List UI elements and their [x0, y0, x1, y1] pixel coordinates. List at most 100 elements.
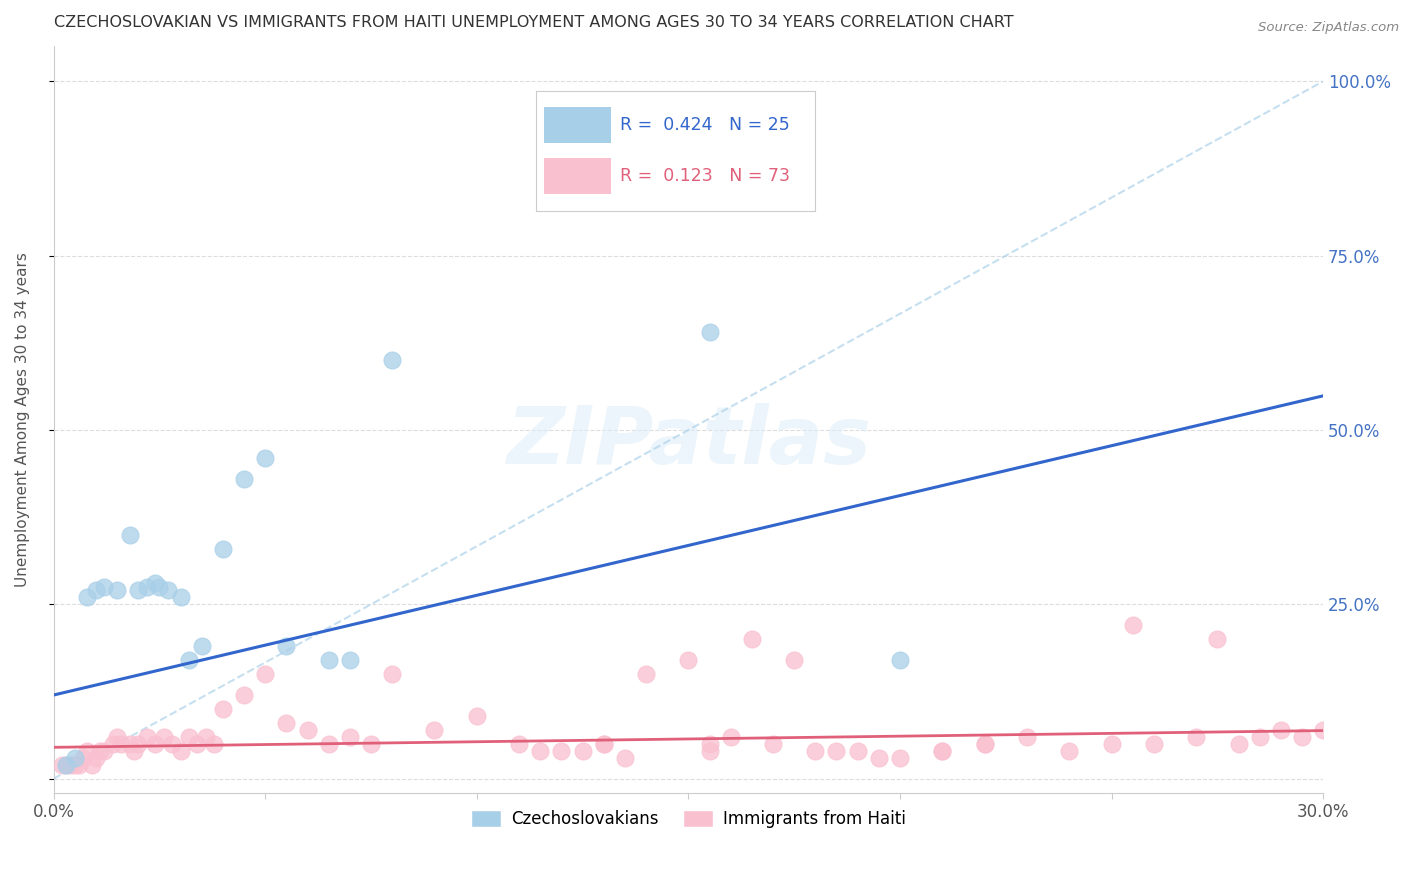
- Point: [148, 580, 170, 594]
- Point: [127, 583, 149, 598]
- Point: [318, 653, 340, 667]
- Point: [254, 667, 277, 681]
- Point: [254, 450, 277, 465]
- Point: [741, 632, 763, 647]
- Point: [592, 737, 614, 751]
- Point: [105, 583, 128, 598]
- Point: [122, 744, 145, 758]
- Point: [169, 591, 191, 605]
- Point: [592, 123, 614, 137]
- Point: [571, 744, 593, 758]
- Point: [1291, 730, 1313, 744]
- Point: [143, 576, 166, 591]
- Point: [51, 757, 73, 772]
- Point: [84, 751, 107, 765]
- Point: [1122, 618, 1144, 632]
- Point: [720, 730, 742, 744]
- Point: [276, 639, 298, 653]
- Point: [89, 744, 111, 758]
- Point: [1270, 723, 1292, 737]
- Point: [1057, 744, 1080, 758]
- Point: [360, 737, 382, 751]
- Point: [381, 353, 404, 368]
- Point: [156, 583, 179, 598]
- Point: [105, 730, 128, 744]
- Point: [1101, 737, 1123, 751]
- Point: [678, 653, 700, 667]
- Point: [1227, 737, 1250, 751]
- Point: [339, 653, 361, 667]
- Point: [135, 730, 157, 744]
- Point: [59, 757, 82, 772]
- Point: [67, 757, 90, 772]
- Point: [127, 737, 149, 751]
- Point: [339, 730, 361, 744]
- Point: [101, 737, 124, 751]
- Point: [868, 751, 890, 765]
- Point: [276, 715, 298, 730]
- Point: [592, 737, 614, 751]
- Point: [931, 744, 953, 758]
- Point: [613, 751, 636, 765]
- Point: [118, 527, 141, 541]
- Point: [63, 757, 86, 772]
- Point: [152, 730, 174, 744]
- Point: [55, 757, 77, 772]
- Point: [63, 751, 86, 765]
- Point: [973, 737, 995, 751]
- Point: [76, 591, 98, 605]
- Point: [169, 744, 191, 758]
- Point: [80, 757, 103, 772]
- Point: [204, 737, 226, 751]
- Point: [381, 667, 404, 681]
- Point: [190, 639, 212, 653]
- Point: [1185, 730, 1208, 744]
- Point: [233, 688, 256, 702]
- Point: [889, 653, 911, 667]
- Point: [177, 730, 200, 744]
- Point: [931, 744, 953, 758]
- Point: [84, 583, 107, 598]
- Point: [973, 737, 995, 751]
- Text: Source: ZipAtlas.com: Source: ZipAtlas.com: [1258, 21, 1399, 34]
- Point: [72, 751, 94, 765]
- Point: [1249, 730, 1271, 744]
- Point: [135, 580, 157, 594]
- Point: [1015, 730, 1038, 744]
- Point: [1206, 632, 1229, 647]
- Text: CZECHOSLOVAKIAN VS IMMIGRANTS FROM HAITI UNEMPLOYMENT AMONG AGES 30 TO 34 YEARS : CZECHOSLOVAKIAN VS IMMIGRANTS FROM HAITI…: [53, 15, 1014, 30]
- Point: [143, 737, 166, 751]
- Point: [846, 744, 869, 758]
- Point: [76, 744, 98, 758]
- Y-axis label: Unemployment Among Ages 30 to 34 years: Unemployment Among Ages 30 to 34 years: [15, 252, 30, 587]
- Point: [889, 751, 911, 765]
- Point: [550, 744, 572, 758]
- Point: [783, 653, 806, 667]
- Point: [318, 737, 340, 751]
- Point: [93, 744, 115, 758]
- Point: [212, 702, 235, 716]
- Point: [699, 326, 721, 340]
- Point: [110, 737, 132, 751]
- Point: [212, 541, 235, 556]
- Text: ZIPatlas: ZIPatlas: [506, 403, 870, 481]
- Point: [194, 730, 217, 744]
- Point: [118, 737, 141, 751]
- Point: [1143, 737, 1166, 751]
- Point: [297, 723, 319, 737]
- Point: [699, 744, 721, 758]
- Point: [825, 744, 848, 758]
- Point: [762, 737, 785, 751]
- Point: [636, 667, 658, 681]
- Point: [699, 737, 721, 751]
- Point: [465, 709, 488, 723]
- Point: [508, 737, 530, 751]
- Point: [804, 744, 827, 758]
- Point: [423, 723, 446, 737]
- Point: [186, 737, 208, 751]
- Point: [177, 653, 200, 667]
- Legend: Czechoslovakians, Immigrants from Haiti: Czechoslovakians, Immigrants from Haiti: [463, 802, 914, 837]
- Point: [233, 472, 256, 486]
- Point: [93, 580, 115, 594]
- Point: [55, 757, 77, 772]
